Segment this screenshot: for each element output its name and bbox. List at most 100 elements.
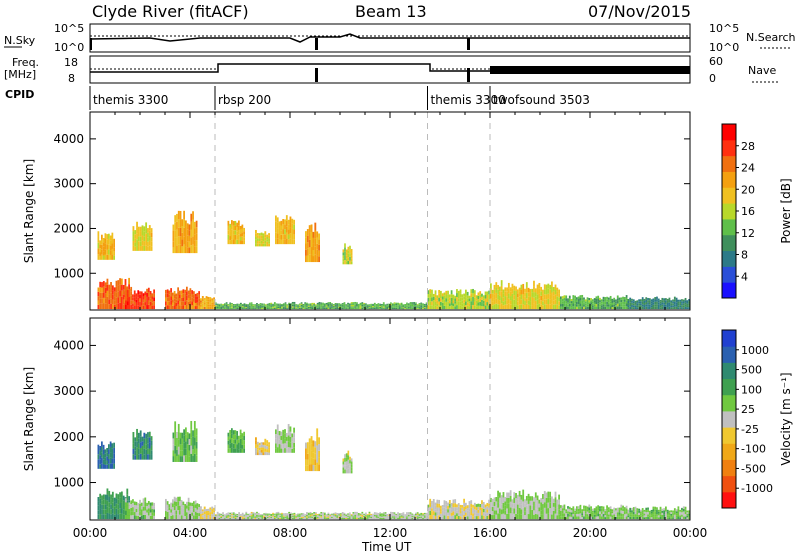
echo-cell (679, 515, 682, 518)
echo-cell (377, 305, 380, 307)
echo-cell (192, 436, 194, 443)
echo-cell (190, 221, 193, 230)
echo-cell (423, 307, 426, 309)
echo-cell (256, 304, 258, 306)
echo-cell (518, 291, 521, 297)
echo-cell (570, 303, 573, 306)
echo-cell (420, 306, 423, 308)
echo-cell (479, 291, 482, 295)
echo-cell (515, 508, 517, 514)
echo-cell (218, 308, 221, 310)
colorbar-swatch (722, 218, 736, 236)
echo-cell (97, 449, 100, 455)
echo-cell (148, 240, 151, 246)
echo-cell (200, 511, 202, 514)
echo-cell (456, 510, 458, 514)
echo-cell (448, 500, 451, 504)
echo-cell (486, 302, 489, 306)
echo-cell (290, 306, 292, 308)
echo-cell (298, 514, 301, 516)
echo-cell (306, 235, 309, 243)
echo-cell (388, 513, 390, 515)
echo-cell (665, 306, 667, 310)
echo-cell (254, 517, 257, 520)
echo-cell (356, 517, 358, 520)
echo-cell (384, 512, 387, 514)
echo-cell (468, 295, 471, 299)
echo-cell (611, 300, 614, 303)
echo-cell (558, 289, 560, 294)
echo-cell (262, 243, 265, 247)
echo-cell (375, 304, 378, 306)
echo-cell (343, 517, 346, 520)
echo-cell (147, 287, 150, 293)
echo-cell (182, 305, 185, 310)
echo-cell (97, 231, 100, 237)
echo-cell (488, 511, 490, 516)
echo-cell (132, 236, 135, 241)
echo-cell (322, 513, 324, 515)
echo-cell (166, 293, 169, 298)
echo-cell (434, 505, 437, 510)
echo-cell (688, 299, 690, 302)
echo-cell (666, 509, 669, 512)
echo-cell (611, 509, 614, 512)
echo-cell (207, 304, 210, 307)
echo-cell (356, 513, 358, 515)
echo-cell (511, 515, 514, 520)
echo-cell (558, 293, 560, 298)
echo-cell (675, 515, 678, 518)
echo-cell (345, 518, 348, 520)
echo-cell (506, 304, 508, 310)
echo-cell (284, 306, 287, 308)
echo-cell (255, 451, 257, 456)
echo-cell (238, 308, 240, 310)
echo-cell (450, 512, 453, 516)
echo-cell (195, 448, 198, 456)
echo-cell (146, 296, 148, 301)
echo-cell (400, 307, 403, 310)
echo-cell (640, 305, 642, 308)
echo-cell (533, 286, 535, 293)
echo-cell (189, 288, 192, 293)
echo-cell (363, 515, 365, 517)
echo-cell (102, 281, 105, 287)
echo-cell (641, 516, 644, 520)
echo-cell (252, 514, 255, 517)
echo-cell (139, 436, 142, 443)
echo-cell (318, 233, 320, 240)
echo-cell (500, 495, 503, 500)
echo-cell (190, 429, 193, 438)
echo-cell (258, 445, 261, 448)
echo-cell (315, 517, 317, 520)
echo-cell (488, 305, 490, 310)
echo-cell (456, 513, 458, 517)
echo-cell (606, 516, 608, 520)
echo-cell (179, 210, 182, 220)
echo-cell (542, 493, 544, 500)
echo-cell (149, 509, 152, 513)
echo-cell (625, 505, 628, 509)
echo-cell (391, 513, 394, 515)
echo-cell (113, 506, 116, 511)
echo-cell (409, 517, 412, 520)
echo-cell (282, 514, 285, 516)
echo-cell (109, 245, 112, 251)
echo-cell (216, 517, 219, 520)
echo-cell (654, 514, 657, 517)
echo-cell (498, 503, 501, 509)
echo-cell (524, 511, 526, 516)
echo-cell (382, 306, 385, 308)
echo-cell (259, 303, 262, 305)
echo-cell (293, 304, 296, 307)
echo-cell (648, 517, 651, 520)
echo-cell (577, 299, 580, 302)
echo-cell (336, 515, 339, 517)
echo-cell (473, 297, 476, 302)
echo-cell (620, 516, 623, 520)
echo-cell (616, 512, 619, 515)
echo-cell (97, 505, 100, 511)
echo-cell (404, 514, 407, 516)
echo-cell (280, 239, 283, 245)
echo-cell (284, 514, 287, 516)
